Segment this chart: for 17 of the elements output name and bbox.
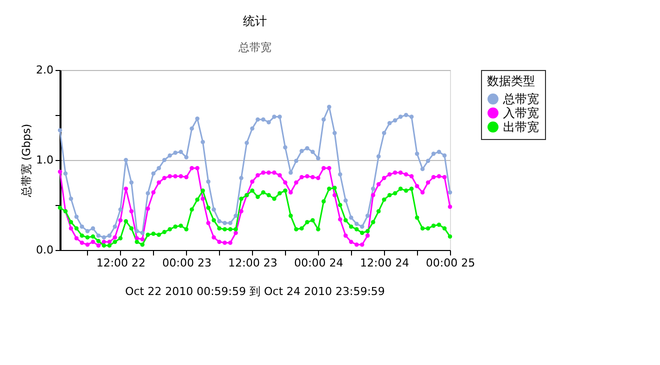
legend-label: 入带宽: [503, 106, 539, 120]
y-axis-title: 总带宽 (Gbps): [20, 124, 34, 198]
y-tick-label: 0.0: [36, 244, 54, 256]
x-tick-label: 00:00 23: [162, 256, 212, 270]
text: Oct 22 2010 00:59:59 到 Oct 24 2010 23:59:59: [125, 285, 385, 298]
chart-title: 统计: [243, 14, 267, 28]
x-tick-label: 12:00 24: [360, 256, 410, 270]
y-tick-label: 2.0: [36, 64, 54, 76]
y-tick-label: 1.0: [36, 154, 54, 166]
x-tick-label: 00:00 24: [294, 256, 344, 270]
legend-label: 总带宽: [502, 92, 539, 106]
x-tick-label: 00:00 25: [426, 256, 476, 270]
chart-subtitle: 总带宽: [238, 41, 272, 54]
legend-title: 数据类型: [487, 74, 535, 88]
x-tick-label: 12:00 22: [96, 256, 146, 270]
x-tick-label: 12:00 23: [228, 256, 278, 270]
legend-label: 出带宽: [503, 120, 539, 134]
